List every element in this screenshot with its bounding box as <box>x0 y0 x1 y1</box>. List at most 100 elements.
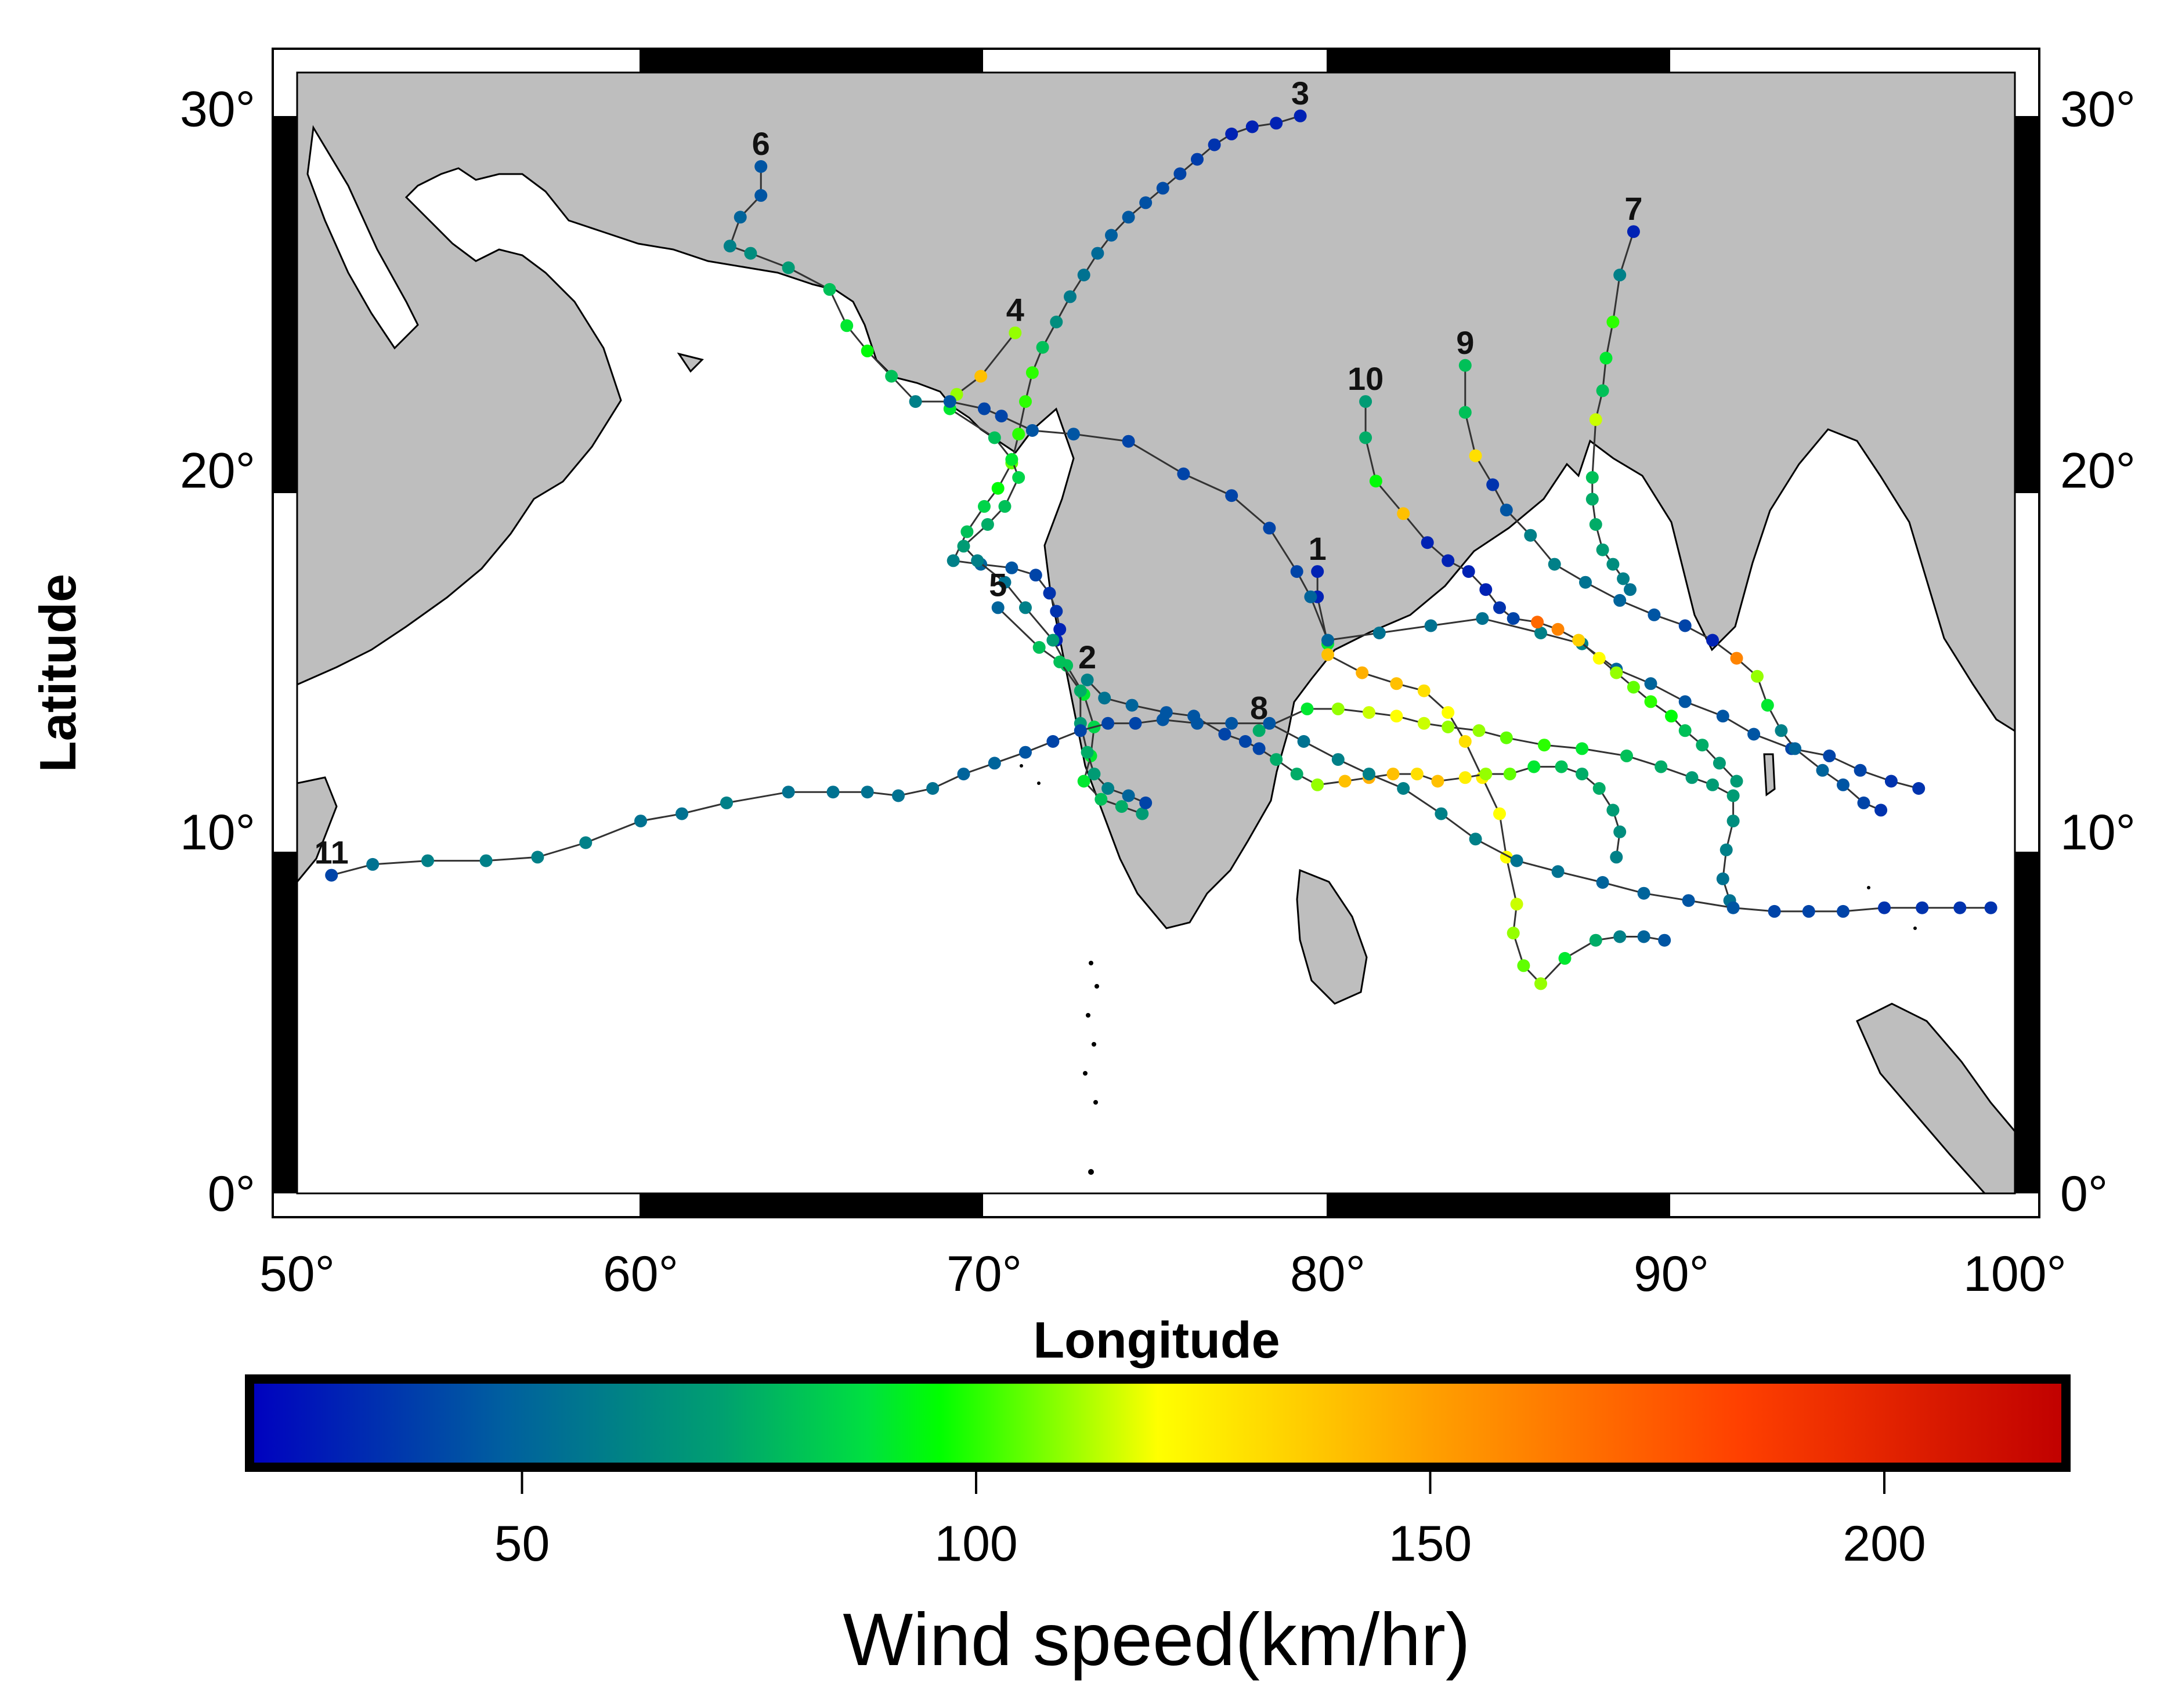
track-point <box>1311 565 1324 578</box>
track-point <box>1397 782 1410 795</box>
track-point <box>957 540 970 553</box>
track-7 <box>1585 225 1640 596</box>
track-point <box>754 160 768 173</box>
track-point <box>1431 775 1444 788</box>
track-point <box>995 410 1008 423</box>
track-point <box>926 782 940 795</box>
track-point <box>1720 843 1733 856</box>
track-point <box>960 525 974 538</box>
track-point <box>723 240 736 253</box>
track-point <box>1984 901 1997 914</box>
track-line <box>997 607 1146 804</box>
track-line <box>728 167 1919 790</box>
track-point <box>1857 796 1870 809</box>
track-point <box>1592 782 1606 795</box>
track-point <box>1527 760 1541 773</box>
track-label: 6 <box>752 125 770 162</box>
track-point <box>840 319 854 332</box>
track-point <box>1088 768 1101 781</box>
track-point <box>1678 695 1692 708</box>
track-2 <box>1081 674 1627 864</box>
track-point <box>823 283 836 296</box>
track-point <box>1517 959 1530 972</box>
track-point <box>1077 269 1090 281</box>
track-point <box>1421 536 1434 549</box>
track-point <box>1644 677 1657 690</box>
track-label: 9 <box>1456 324 1474 361</box>
colorbar-tick-label: 200 <box>1843 1516 1926 1572</box>
x-tick-label: 100° <box>1963 1246 2067 1302</box>
y-tick-label-right: 10° <box>2060 805 2136 860</box>
track-label: 2 <box>1078 639 1096 675</box>
track-point <box>1270 117 1283 130</box>
track-point <box>1576 768 1589 781</box>
track-point <box>1682 894 1695 907</box>
track-point <box>1122 789 1135 802</box>
track-point <box>1311 778 1324 791</box>
track-point <box>1585 493 1599 506</box>
track-point <box>1503 768 1516 781</box>
island-specks <box>1020 764 1917 1175</box>
track-point <box>1009 326 1022 339</box>
track-point <box>1678 619 1692 632</box>
y-axis-title: Latitude <box>29 574 86 772</box>
track-line <box>948 332 1143 815</box>
track-point <box>1129 717 1142 730</box>
track-point <box>1036 341 1049 354</box>
track-point <box>1081 674 1094 686</box>
track-point <box>991 601 1005 614</box>
track-point <box>1356 666 1369 679</box>
track-point <box>1658 933 1671 947</box>
track-point <box>1297 735 1310 748</box>
track-point <box>885 370 898 383</box>
track-point <box>1548 558 1561 571</box>
track-point <box>531 851 544 864</box>
track-point <box>1458 735 1472 748</box>
track-point <box>720 796 733 809</box>
cyclone-tracks <box>325 109 1997 990</box>
track-point <box>1321 634 1334 647</box>
track-point <box>1655 760 1668 773</box>
colorbar-tick-label: 100 <box>934 1516 1018 1572</box>
track-1 <box>1311 565 1671 990</box>
x-tick-label: 60° <box>603 1246 678 1302</box>
track-point <box>1617 572 1630 585</box>
track-point <box>744 247 757 260</box>
track-point <box>1442 554 1455 567</box>
track-point <box>479 854 493 867</box>
x-tick-label: 90° <box>1634 1246 1709 1302</box>
x-tick-label: 80° <box>1290 1246 1366 1302</box>
track-point <box>892 789 905 802</box>
track-point <box>1067 428 1080 441</box>
landmass <box>297 73 2015 1193</box>
colorbar-ticks: 50 100 150 200 <box>494 1472 1926 1572</box>
track-label: 1 <box>1309 530 1327 567</box>
track-point <box>1555 760 1568 773</box>
track-point <box>1627 681 1640 694</box>
track-point <box>1620 749 1633 762</box>
frame-bars <box>273 49 2039 1217</box>
track-10 <box>1359 395 1743 788</box>
track-label: 3 <box>1291 75 1309 111</box>
track-point <box>1290 768 1303 781</box>
track-point <box>1025 424 1039 437</box>
track-point <box>1225 127 1238 140</box>
track-point <box>1301 702 1314 715</box>
track-point <box>974 370 988 383</box>
track-point <box>1644 695 1657 708</box>
x-axis-ticks: 50° 60° 70° 80° 90° 100° <box>259 1246 2067 1302</box>
track-point <box>1747 728 1761 741</box>
track-point <box>1524 529 1537 542</box>
track-point <box>1397 507 1410 520</box>
track-point <box>1534 627 1547 639</box>
track-point <box>1479 583 1493 596</box>
track-point <box>1156 713 1169 726</box>
track-point <box>1589 933 1602 947</box>
track-point <box>1191 717 1204 730</box>
colorbar-title: Wind speed(km/hr) <box>843 1598 1470 1681</box>
track-point <box>861 786 874 799</box>
track-point <box>1363 706 1375 719</box>
track-4 <box>943 326 1149 820</box>
track-point <box>1125 699 1139 712</box>
track-point <box>1331 753 1345 766</box>
